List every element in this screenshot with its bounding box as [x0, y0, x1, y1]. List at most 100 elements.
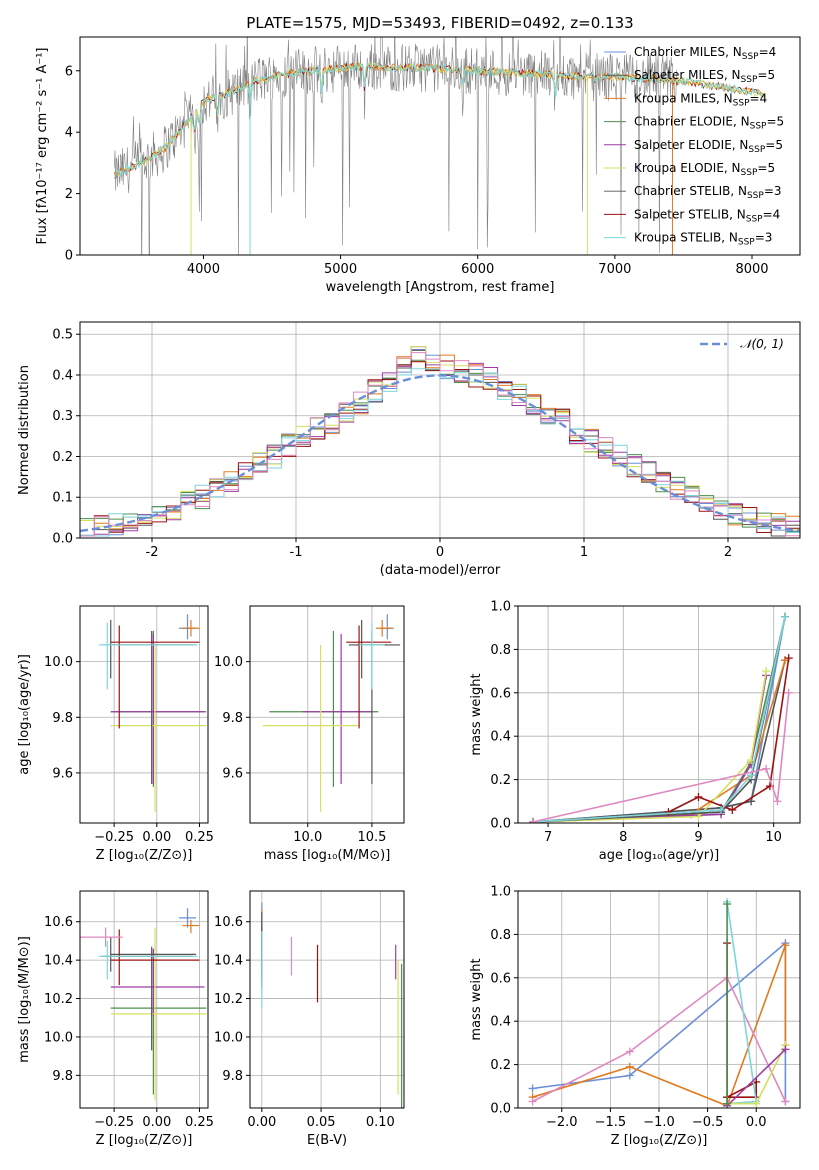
errorbar-point: [346, 625, 392, 729]
x-tick-label: −1.0: [643, 1115, 675, 1130]
errorbar-point: [98, 940, 198, 980]
x-tick-label: 10: [765, 830, 782, 845]
errorbar-point: [359, 631, 388, 785]
residual-histogram: [80, 352, 800, 538]
observed-spectrum: [114, 37, 677, 255]
y-axis-label: Flux [fλ10⁻¹⁷ erg cm⁻² s⁻¹ A⁻¹]: [35, 48, 50, 245]
legend-sub: SSP: [741, 75, 758, 85]
normal-curve: [80, 374, 800, 533]
y-tick-label: 10.4: [214, 954, 243, 969]
y-tick-label: 0.2: [490, 773, 511, 788]
legend-sub: SSP: [738, 238, 755, 248]
legend-count: =5: [766, 115, 784, 129]
errorbar-point: [182, 919, 200, 934]
legend-sub: SSP: [748, 145, 765, 155]
y-tick-label: 9.8: [222, 711, 243, 726]
figure-title: PLATE=1575, MJD=53493, FIBERID=0492, z=0…: [246, 14, 633, 32]
chart-age-vs-Z: −0.25 0.00 0.25 9.6 9.8 10.0 Z [log₁₀(Z/Z⊙)] ag…: [17, 605, 214, 863]
legend-name: Chabrier MILES, N: [634, 45, 742, 59]
plot-area: [528, 897, 790, 1108]
x-axis-label: age [log₁₀(age/yr)]: [599, 848, 720, 863]
legend-count: =5: [757, 161, 775, 175]
legend-label: Salpeter STELIB, NSSP=4: [634, 207, 780, 224]
x-tick-label: 7000: [598, 262, 631, 277]
weight-marker: [625, 1071, 634, 1080]
y-tick-label: 0.4: [490, 730, 511, 745]
y-tick-label: 0.6: [490, 971, 511, 986]
legend-sub: SSP: [750, 122, 767, 132]
y-axis-label: mass weight: [469, 673, 484, 755]
weight-marker: [664, 808, 673, 817]
x-tick-label: -2: [146, 545, 159, 560]
legend-name: Kroupa MILES, N: [634, 91, 733, 105]
chart-mass-vs-Z: −0.25 0.00 0.25 9.8 10.0 10.2 10.4 10.6 Z [log₁₀…: [17, 890, 214, 1148]
x-tick-label: 9: [694, 830, 702, 845]
charts-layer: 4000 5000 6000 7000 8000 0 2 4 6 wavelength [Angs…: [17, 36, 801, 1148]
plot-area: [80, 346, 800, 538]
errorbar-point: [98, 622, 198, 690]
weight-marker: [717, 805, 726, 814]
axes: 7 8 9 10 0.0 0.2 0.4 0.6 0.8 1.0 age [log₁₀(age/yr…: [469, 600, 801, 863]
weight-marker: [723, 1099, 732, 1108]
weight-marker: [781, 941, 790, 950]
x-tick-label: 0.00: [142, 1115, 171, 1130]
y-tick-label: 0.1: [52, 491, 73, 506]
gridlines: [80, 322, 800, 539]
weight-marker: [752, 1099, 761, 1108]
y-axis-label: Normed distribution: [17, 365, 32, 495]
legend-name: Chabrier ELODIE, N: [634, 115, 750, 129]
axes: 0.00 0.05 0.10 9.8 10.0 10.2 10.4 10.6 E(B-V): [214, 890, 405, 1148]
legend-count: =3: [755, 231, 773, 245]
normal-legend-label: 𝒩(0, 1): [740, 337, 784, 351]
y-tick-label: 10.0: [214, 1030, 243, 1045]
legend-name: Salpeter STELIB, N: [634, 207, 746, 221]
x-tick-label: 8000: [735, 262, 768, 277]
y-tick-label: 0.0: [490, 817, 511, 832]
plot-area: [529, 612, 793, 823]
x-tick-label: 6000: [461, 262, 494, 277]
legend-sub: SSP: [733, 98, 750, 108]
legend-label: Kroupa ELODIE, NSSP=5: [634, 161, 775, 178]
legend-count: =3: [764, 184, 782, 198]
y-tick-label: 6: [65, 64, 73, 79]
y-tick-label: 0.0: [490, 1102, 511, 1117]
y-tick-label: 1.0: [490, 600, 511, 615]
legend-label: Salpeter MILES, NSSP=5: [634, 68, 775, 85]
weight-line: [532, 670, 767, 823]
chart-residuals: -2 -1 0 1 2 0.0 0.1 0.2 0.3 0.4 0.5 (data-model)/er…: [17, 321, 801, 578]
x-tick-label: 5000: [324, 262, 357, 277]
x-axis-label: (data-model)/error: [380, 563, 501, 578]
axes: −0.25 0.00 0.25 9.8 10.0 10.2 10.4 10.6 Z [log₁₀…: [17, 890, 214, 1148]
gridlines: [250, 891, 404, 1108]
axes-frame: [79, 890, 209, 1109]
legend-name: Chabrier STELIB, N: [634, 184, 747, 198]
y-tick-label: 9.8: [222, 1069, 243, 1084]
x-tick-label: 10.0: [293, 830, 322, 845]
y-tick-label: 0.6: [490, 686, 511, 701]
errorbar-point: [359, 622, 385, 690]
legend-label: Kroupa MILES, NSSP=4: [634, 91, 767, 108]
gridlines: [250, 606, 404, 823]
plot-area: [98, 614, 207, 812]
errorbar-point: [178, 614, 197, 640]
y-tick-label: 1.0: [490, 885, 511, 900]
y-tick-label: 10.2: [214, 992, 243, 1007]
model-spectrum: [114, 61, 765, 178]
legend-name: Salpeter MILES, N: [634, 68, 741, 82]
y-tick-label: 10.2: [44, 992, 73, 1007]
plot-area: [261, 902, 403, 1108]
weight-line: [532, 616, 786, 823]
weight-marker: [625, 1047, 634, 1056]
weight-marker: [784, 654, 793, 663]
errorbar-point: [110, 929, 200, 986]
x-axis-label: Z [log₁₀(Z/Z⊙)]: [611, 1133, 708, 1148]
axes-frame: [79, 605, 209, 824]
legend-count: =5: [765, 138, 783, 152]
x-tick-label: 0.10: [366, 1115, 395, 1130]
legend-count: =4: [763, 207, 781, 221]
y-axis-label: mass weight: [469, 958, 484, 1040]
x-tick-label: −1.5: [595, 1115, 627, 1130]
x-axis-label: E(B-V): [307, 1133, 347, 1148]
y-tick-label: 0.4: [490, 1015, 511, 1030]
x-tick-label: −0.25: [94, 1115, 134, 1130]
